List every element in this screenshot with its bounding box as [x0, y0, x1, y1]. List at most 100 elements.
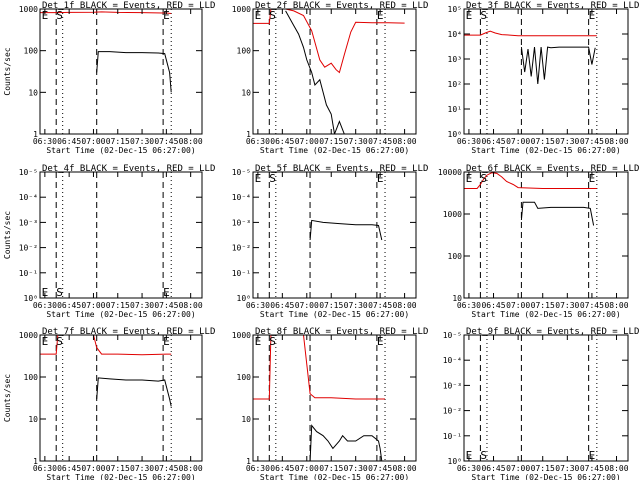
x-tick-label: 08:00: [604, 137, 628, 146]
y-tick-label: 10: [28, 88, 38, 97]
x-tick-label: 07:45: [154, 301, 178, 310]
panel-title: Det_4f BLACK = Events, RED = LLD: [42, 164, 215, 174]
event-marker-label: E: [589, 449, 596, 462]
y-tick-label: 10⁻¹: [232, 269, 251, 278]
series-group: [464, 172, 597, 226]
event-marker-label: E: [377, 172, 384, 185]
y-axis-label: Counts/sec: [3, 374, 12, 422]
panel-title: Det_9f BLACK = Events, RED = LLD: [466, 327, 639, 337]
y-tick-label: 10⁻¹: [443, 432, 462, 441]
x-axis-label: Start Time (02-Dec-15 06:27:00): [260, 146, 409, 155]
y-tick-label: 10⁻³: [19, 218, 38, 227]
series-group: [40, 335, 172, 407]
x-tick-label: 07:15: [106, 301, 130, 310]
x-tick-label: 07:45: [154, 137, 178, 146]
event-marker-label: E: [589, 9, 596, 22]
y-tick-label: 1000: [19, 331, 38, 340]
x-tick-label: 06:30: [33, 301, 57, 310]
x-tick-label: 08:00: [179, 464, 203, 473]
y-tick-label: 1: [33, 457, 38, 466]
x-tick-label: 07:45: [154, 464, 178, 473]
y-tick-label: 1000: [232, 5, 251, 14]
x-tick-label: 07:00: [506, 137, 530, 146]
x-tick-label: 07:30: [555, 464, 579, 473]
x-tick-label: 08:00: [393, 464, 417, 473]
event-marker-label: E: [163, 286, 170, 299]
x-tick-label: 07:00: [506, 301, 530, 310]
panel-title: Det_5f BLACK = Events, RED = LLD: [255, 164, 428, 174]
lld-series-line: [253, 9, 405, 74]
x-tick-label: 06:30: [246, 464, 270, 473]
x-tick-label: 07:15: [319, 464, 343, 473]
plot-frame: [252, 171, 417, 299]
event-marker-label: S: [480, 449, 487, 462]
x-tick-label: 07:00: [81, 137, 105, 146]
x-tick-label: 07:45: [368, 301, 392, 310]
plot-frame: [39, 334, 203, 462]
event-marker-label: E: [377, 9, 384, 22]
events-series-line: [309, 424, 383, 461]
y-tick-label: 10: [241, 415, 251, 424]
lld-series-line: [464, 172, 597, 189]
x-tick-label: 07:15: [319, 301, 343, 310]
lld-series-line: [40, 335, 172, 356]
x-tick-label: 07:30: [130, 301, 154, 310]
x-tick-label: 06:45: [481, 137, 505, 146]
series-group: [253, 9, 405, 134]
x-tick-label: 06:45: [481, 464, 505, 473]
x-axis-label: Start Time (02-Dec-15 06:27:00): [471, 146, 620, 155]
plot-frame: [463, 334, 629, 462]
y-tick-label: 10¹: [448, 105, 462, 114]
x-tick-label: 06:45: [270, 464, 294, 473]
event-marker-label: E: [255, 335, 262, 348]
panel-title: Det_8f BLACK = Events, RED = LLD: [255, 327, 428, 337]
x-tick-label: 07:15: [319, 137, 343, 146]
events-series-line: [96, 377, 172, 407]
event-marker-label: E: [42, 286, 49, 299]
x-tick-label: 07:45: [580, 301, 604, 310]
x-tick-label: 07:00: [295, 464, 319, 473]
marker-lines: [268, 9, 386, 134]
panel-title: Det_2f BLACK = Events, RED = LLD: [255, 1, 428, 11]
x-tick-label: 06:30: [457, 464, 481, 473]
x-axis-label: Start Time (02-Dec-15 06:27:00): [471, 310, 620, 319]
series-group: [309, 219, 383, 241]
event-marker-label: S: [480, 172, 487, 185]
lld-series-line: [464, 30, 597, 37]
y-tick-label: 1000: [232, 331, 251, 340]
y-tick-label: 1000: [19, 5, 38, 14]
event-marker-label: S: [269, 172, 276, 185]
x-tick-label: 07:30: [130, 464, 154, 473]
x-axis-label: Start Time (02-Dec-15 06:27:00): [46, 310, 195, 319]
y-tick-label: 1: [246, 457, 251, 466]
x-tick-label: 06:30: [33, 137, 57, 146]
x-tick-label: 08:00: [604, 464, 628, 473]
x-tick-label: 07:00: [295, 137, 319, 146]
x-tick-label: 07:30: [130, 137, 154, 146]
event-marker-label: E: [589, 172, 596, 185]
y-tick-label: 10⁻⁵: [19, 168, 38, 177]
y-tick-label: 10⁻²: [19, 244, 38, 253]
event-marker-label: E: [255, 172, 262, 185]
x-tick-label: 06:45: [57, 464, 81, 473]
y-tick-label: 100: [448, 252, 463, 261]
event-marker-label: E: [255, 9, 262, 22]
y-tick-label: 10⁵: [448, 5, 462, 14]
plot-frame: [252, 334, 417, 462]
y-tick-label: 100: [24, 373, 39, 382]
y-tick-label: 10⁰: [24, 294, 38, 303]
y-tick-label: 10⁰: [448, 457, 462, 466]
y-axis-label: Counts/sec: [3, 47, 12, 95]
x-tick-label: 07:00: [81, 301, 105, 310]
x-tick-label: 07:30: [344, 464, 368, 473]
x-tick-label: 08:00: [393, 137, 417, 146]
x-tick-label: 08:00: [179, 301, 203, 310]
x-axis-label: Start Time (02-Dec-15 06:27:00): [260, 473, 409, 480]
x-tick-label: 07:30: [344, 301, 368, 310]
y-tick-label: 10⁻⁵: [443, 331, 462, 340]
marker-lines: [479, 172, 598, 298]
